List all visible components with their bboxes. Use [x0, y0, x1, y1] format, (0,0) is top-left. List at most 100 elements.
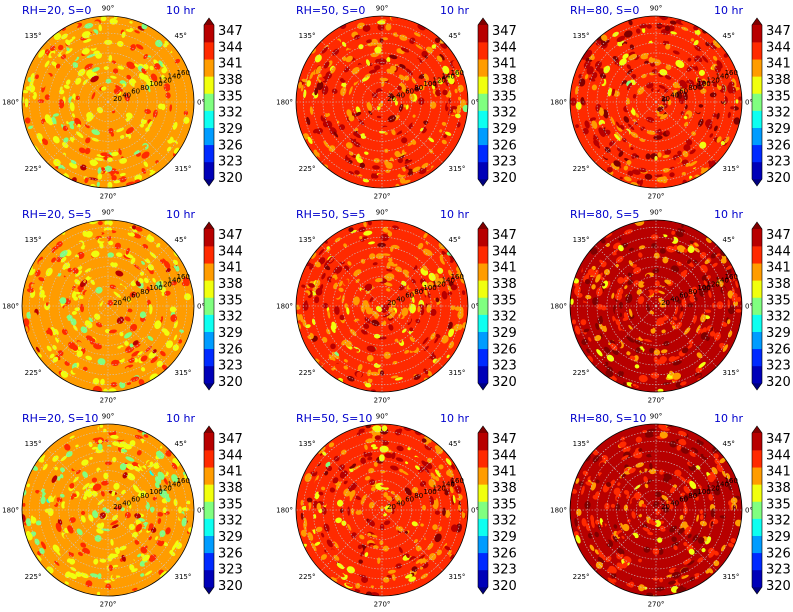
field-cell	[333, 555, 340, 561]
field-cell	[669, 440, 677, 448]
field-cell	[167, 503, 175, 509]
field-cell	[66, 124, 70, 128]
field-cell	[673, 555, 680, 562]
theta-tick-label: 270°	[374, 397, 391, 405]
field-cell	[653, 252, 660, 259]
field-cell	[371, 319, 380, 327]
field-cell	[363, 220, 367, 228]
field-cell	[346, 566, 355, 574]
angular-gridline	[655, 448, 718, 511]
theta-tick-label: 90°	[376, 413, 388, 421]
field-cell	[328, 442, 335, 448]
field-cell	[407, 452, 411, 456]
field-cell	[104, 165, 113, 172]
field-cell	[735, 519, 742, 527]
field-cell	[653, 590, 662, 596]
field-cell	[344, 281, 349, 286]
r-tick-label: 80	[688, 288, 697, 296]
field-cell	[84, 23, 94, 29]
field-cell	[411, 278, 416, 284]
field-cell	[678, 162, 683, 168]
field-cell	[594, 531, 599, 538]
field-cell	[422, 67, 428, 73]
field-cell	[397, 157, 404, 164]
field-cell	[163, 477, 168, 485]
r-tick-label: 100	[697, 488, 710, 496]
field-cell	[658, 220, 665, 225]
field-cell	[673, 545, 678, 551]
field-cell	[51, 257, 57, 263]
field-cell	[370, 371, 380, 376]
field-cell	[682, 454, 690, 461]
field-cell	[305, 64, 310, 71]
field-cell	[449, 486, 454, 494]
field-cell	[142, 243, 149, 249]
field-cell	[581, 485, 585, 495]
theta-tick-label: 0°	[471, 507, 479, 515]
field-cell	[436, 55, 443, 62]
field-cell	[130, 451, 136, 458]
field-cell	[678, 505, 685, 511]
field-cell	[48, 538, 52, 543]
colorbar-tick-label: 341	[218, 57, 243, 72]
field-cell	[688, 548, 695, 555]
field-cell	[659, 303, 667, 308]
field-cell	[602, 283, 606, 287]
field-cell	[575, 478, 580, 484]
radial-gridline	[322, 246, 442, 366]
field-cell	[52, 455, 59, 462]
field-cell	[77, 341, 84, 347]
panel-title: RH=20, S=5	[22, 208, 91, 221]
field-cell	[683, 326, 691, 335]
field-cell	[66, 558, 72, 563]
colorbar-tick-label: 320	[218, 171, 243, 186]
field-cell	[456, 271, 462, 278]
field-cell	[370, 585, 374, 589]
colorbar-tick-label: 347	[218, 432, 243, 447]
field-cell	[657, 18, 662, 23]
polar-frame	[295, 219, 469, 393]
field-cell	[97, 167, 102, 175]
colorbar-tick-label: 320	[492, 171, 517, 186]
field-cell	[87, 155, 92, 160]
field-cell	[682, 82, 688, 89]
angular-gridline	[107, 101, 170, 164]
field-cell	[680, 381, 687, 386]
field-cell	[447, 90, 452, 98]
field-cell	[642, 128, 647, 136]
colorbar-outline	[203, 425, 215, 595]
field-cell	[98, 24, 102, 32]
field-cell	[697, 77, 703, 87]
field-cell	[675, 157, 681, 163]
field-cell	[690, 176, 697, 181]
field-cell	[159, 570, 167, 578]
r-tick-label: 40	[396, 92, 405, 100]
field-cell	[73, 502, 80, 507]
field-cell	[323, 140, 330, 149]
theta-tick-label: 180°	[550, 99, 567, 107]
field-cell	[662, 154, 670, 159]
field-cell	[75, 571, 82, 577]
colorbar-band	[478, 161, 488, 180]
field-cell	[391, 452, 396, 460]
field-cell	[126, 472, 136, 481]
theta-tick-label: 0°	[745, 507, 753, 515]
theta-tick-label: 270°	[100, 193, 117, 201]
field-cell	[683, 248, 688, 253]
field-cell	[435, 333, 441, 339]
colorbar-tick-label: 332	[218, 106, 243, 121]
field-cell	[111, 151, 119, 157]
field-cell	[628, 19, 633, 26]
colorbar-tick-label: 341	[492, 465, 517, 480]
field-cell	[711, 467, 718, 475]
field-cell	[107, 252, 114, 258]
field-cell	[160, 350, 166, 357]
r-tick-label: 160	[177, 69, 190, 77]
field-cell	[350, 532, 357, 539]
field-cell	[728, 542, 734, 548]
field-cell	[637, 308, 641, 312]
field-cell	[341, 520, 347, 526]
field-cell	[330, 277, 336, 283]
field-cell	[105, 328, 110, 334]
panel-title: RH=20, S=0	[22, 4, 91, 17]
